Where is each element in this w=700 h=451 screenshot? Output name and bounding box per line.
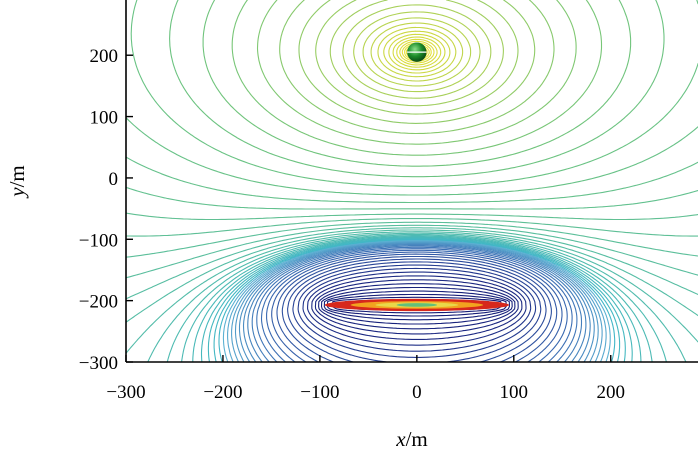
y-tick-label: 100 — [90, 108, 119, 129]
contour-line — [276, 253, 558, 362]
contour-line — [192, 236, 642, 362]
y-tick-label: −300 — [79, 353, 118, 374]
contour-line — [247, 244, 587, 362]
contour-line — [200, 236, 633, 362]
contour-line — [271, 251, 563, 362]
contour-line — [326, 293, 507, 317]
y-axis-ticks: 200 100 0 −100 −200 −300 — [79, 46, 133, 374]
contour-line — [169, 0, 665, 178]
contour-line — [256, 0, 577, 145]
x-tick-label: 100 — [500, 382, 529, 403]
x-axis-ticks: −300 −200 −100 0 100 200 — [106, 355, 625, 403]
contour-line — [234, 241, 599, 362]
contour-line — [307, 271, 527, 346]
contour-line — [231, 0, 603, 156]
contour-line — [126, 117, 698, 196]
contour-line — [256, 246, 578, 362]
contour-line — [207, 237, 626, 362]
contour-line — [401, 42, 432, 62]
contour-line — [329, 0, 504, 107]
contour-line — [318, 283, 516, 330]
contour-line — [315, 0, 519, 115]
contour-line — [251, 245, 583, 362]
contour-line — [320, 286, 513, 325]
x-tick-label: 0 — [412, 382, 422, 403]
y-tick-label: −200 — [79, 292, 118, 313]
contour-line — [126, 227, 698, 300]
contour-line — [130, 0, 698, 187]
plot-frame — [125, 0, 698, 363]
contour-line — [147, 232, 687, 362]
contour-line — [311, 275, 523, 340]
contour-line — [213, 238, 621, 362]
contour-line — [126, 221, 698, 258]
contour-line — [126, 156, 698, 204]
source-bodies — [324, 42, 509, 312]
contour-line — [383, 30, 451, 74]
contour-line — [181, 235, 653, 362]
contour-line — [302, 267, 532, 352]
contour-line — [227, 240, 607, 362]
contour-line — [126, 186, 698, 210]
x-tick-label: −200 — [203, 382, 242, 403]
x-tick-label: −100 — [300, 382, 339, 403]
contour-line — [260, 248, 573, 362]
contour-line — [218, 239, 616, 362]
x-tick-label: −300 — [106, 382, 145, 403]
contour-line — [377, 26, 457, 78]
contour-line — [166, 233, 667, 362]
contour-line — [297, 264, 537, 358]
y-tick-label: −100 — [79, 230, 118, 251]
contour-line — [362, 17, 472, 87]
contour-line — [370, 22, 464, 82]
contour-line — [126, 212, 698, 221]
x-tick-label: 200 — [596, 382, 625, 403]
contour-lines — [126, 0, 698, 362]
contour-line — [279, 0, 555, 135]
lower-source-center — [396, 303, 438, 307]
contour-line — [314, 279, 519, 335]
contour-line — [126, 218, 698, 237]
contour-line — [281, 255, 552, 362]
contour-line — [388, 33, 446, 71]
contour-line — [323, 290, 510, 321]
contour-line — [298, 0, 536, 124]
contour-line — [202, 0, 632, 167]
y-axis-label: y/m — [5, 165, 29, 199]
contour-line — [399, 40, 435, 64]
y-tick-label: 0 — [109, 169, 119, 190]
contour-line — [396, 38, 438, 66]
contour-line — [231, 241, 603, 362]
contour-line — [331, 296, 502, 314]
x-axis-label: x/m — [395, 427, 428, 451]
y-tick-label: 200 — [90, 46, 119, 67]
contour-line — [392, 36, 442, 68]
contour-line — [292, 261, 542, 362]
contour-line — [353, 11, 481, 93]
contour-line — [266, 249, 568, 362]
contour-line — [242, 243, 591, 362]
contour-line — [342, 4, 492, 99]
contour-line — [126, 229, 698, 323]
contour-line — [287, 258, 547, 362]
contour-line — [222, 239, 611, 362]
contour-line — [238, 242, 595, 362]
